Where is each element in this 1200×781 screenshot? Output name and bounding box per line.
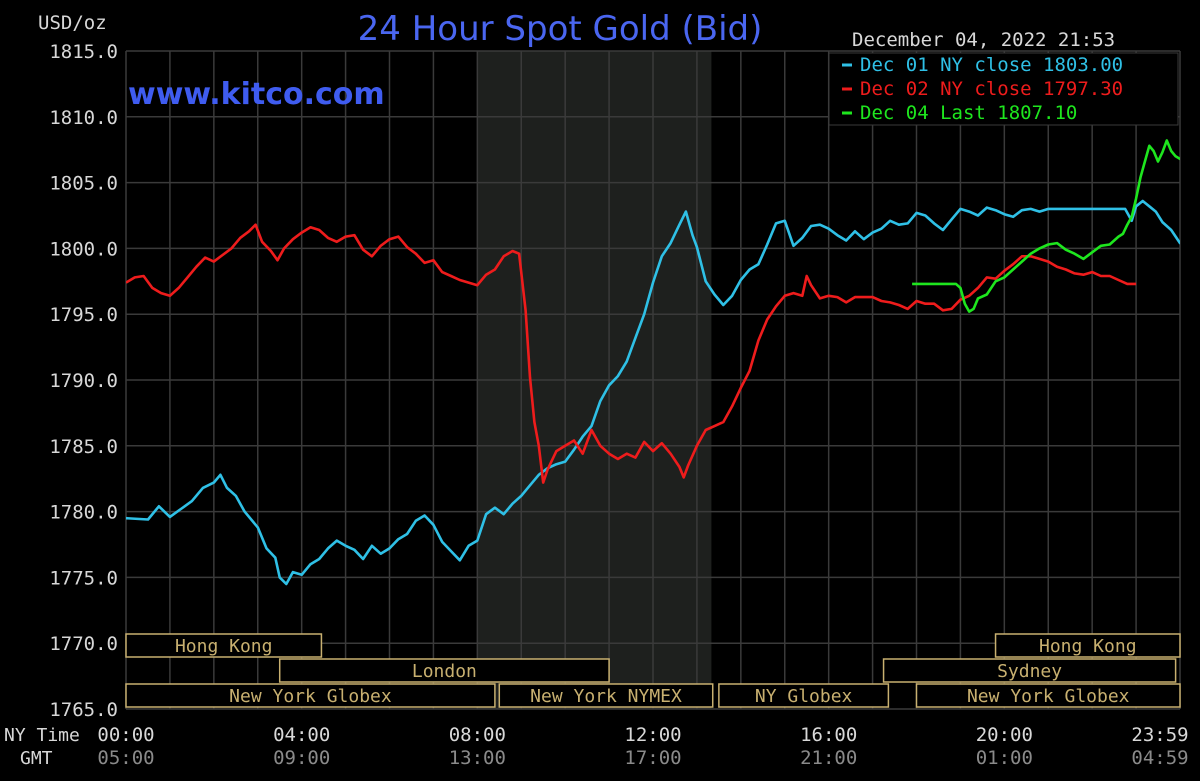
x-tick-label-ny: 16:00: [800, 724, 857, 746]
x-tick-label-ny: 04:00: [273, 724, 330, 746]
x-tick-label-ny: 23:59: [1131, 724, 1188, 746]
session-bar: [994, 633, 1181, 658]
session-label: NY Globex: [755, 686, 853, 707]
x-tick-label-gmt: 05:00: [97, 747, 154, 769]
y-tick-label: 1775.0: [49, 567, 118, 589]
y-tick-label: 1780.0: [49, 502, 118, 524]
ny-time-row-label: NY Time: [4, 725, 80, 746]
watermark-url: www.kitco.com: [128, 77, 385, 112]
session-label: New York Globex: [229, 686, 392, 707]
y-axis-unit-label: USD/oz: [38, 12, 107, 34]
x-tick-label-gmt: 21:00: [800, 747, 857, 769]
x-tick-label-ny: 08:00: [449, 724, 506, 746]
series-line-dec-01: [126, 199, 1180, 586]
session-label: New York NYMEX: [530, 686, 682, 707]
y-tick-label: 1785.0: [49, 436, 118, 458]
y-tick-label: 1790.0: [49, 370, 118, 392]
session-bar: [125, 683, 496, 708]
chart-timestamp: December 04, 2022 21:53: [852, 29, 1115, 51]
y-tick-label: 1805.0: [49, 173, 118, 195]
legend-entry: Dec 04 Last 1807.10: [860, 102, 1077, 124]
session-label: Sydney: [997, 661, 1062, 682]
session-label: Hong Kong: [1039, 636, 1137, 657]
session-bar: [915, 683, 1181, 708]
y-tick-label: 1765.0: [49, 699, 118, 721]
x-tick-label-gmt: 01:00: [976, 747, 1033, 769]
x-tick-label-gmt: 13:00: [449, 747, 506, 769]
x-tick-label-ny: 20:00: [976, 724, 1033, 746]
y-tick-label: 1795.0: [49, 304, 118, 326]
session-bar: [278, 658, 610, 683]
legend-entry: Dec 02 NY close 1797.30: [860, 78, 1123, 100]
legend-entry: Dec 01 NY close 1803.00: [860, 54, 1123, 76]
series-line-dec-04: [912, 139, 1180, 313]
y-tick-label: 1810.0: [49, 107, 118, 129]
series-line-dec-02: [126, 223, 1137, 484]
session-bar: [882, 658, 1177, 683]
x-tick-label-ny: 12:00: [624, 724, 681, 746]
legend-box: [828, 52, 1179, 126]
x-tick-label-gmt: 04:59: [1131, 747, 1188, 769]
x-tick-label-ny: 00:00: [97, 724, 154, 746]
gmt-row-label: GMT: [20, 748, 53, 769]
session-bar: [125, 633, 323, 658]
y-tick-label: 1800.0: [49, 238, 118, 260]
session-label: London: [412, 661, 477, 682]
x-tick-label-gmt: 17:00: [624, 747, 681, 769]
y-tick-label: 1770.0: [49, 633, 118, 655]
session-label: Hong Kong: [175, 636, 273, 657]
chart-title: 24 Hour Spot Gold (Bid): [358, 9, 763, 49]
session-bar: [498, 683, 714, 708]
x-tick-label-gmt: 09:00: [273, 747, 330, 769]
y-tick-label: 1815.0: [49, 41, 118, 63]
session-label: New York Globex: [967, 686, 1130, 707]
session-bar: [718, 683, 890, 708]
